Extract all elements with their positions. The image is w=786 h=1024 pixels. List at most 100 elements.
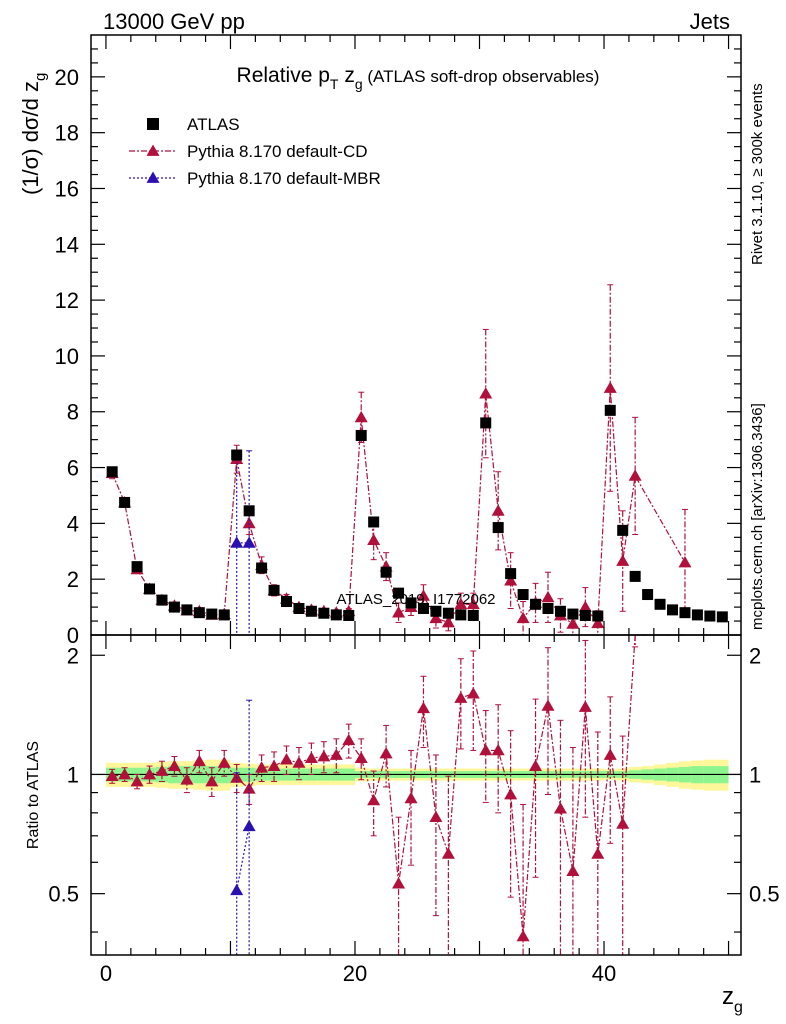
ratio-cd-point	[591, 847, 605, 859]
ratio-cd-point	[516, 929, 530, 942]
atlas-point	[218, 609, 230, 621]
series-cd-point	[429, 611, 443, 624]
ratio-cd-point	[180, 773, 194, 785]
atlas-point	[106, 466, 118, 478]
series-mbr-point	[230, 536, 244, 548]
legend-label: Pythia 8.170 default-CD	[187, 142, 368, 161]
atlas-point	[691, 609, 703, 621]
ratio-cd-point	[529, 759, 543, 771]
ratio-cd-point	[603, 748, 617, 760]
atlas-point	[716, 611, 728, 623]
ratio-cd-point	[118, 767, 132, 780]
ratio-y-tick-label-right: 1	[749, 762, 761, 787]
atlas-point	[256, 562, 268, 574]
atlas-point	[492, 522, 504, 534]
ratio-cd-point	[342, 733, 356, 746]
ratio-cd-point	[541, 699, 555, 711]
ratio-cd-point	[553, 802, 567, 814]
atlas-point	[393, 587, 405, 599]
ratio-cd-point	[279, 753, 293, 765]
legend-label: Pythia 8.170 default-MBR	[187, 169, 381, 188]
atlas-point	[480, 417, 492, 429]
ratio-y-tick-label-right: 2	[749, 643, 761, 668]
atlas-point	[268, 584, 280, 596]
ratio-cd-point	[143, 767, 157, 780]
atlas-point	[542, 602, 554, 614]
atlas-point	[667, 604, 679, 616]
legend-marker-triangle	[146, 171, 160, 183]
atlas-point	[505, 568, 517, 580]
atlas-point	[243, 505, 255, 517]
ratio-cd-point	[454, 691, 468, 703]
series-cd-point	[603, 381, 617, 393]
series-mbr-point	[242, 536, 256, 548]
ratio-cd-point	[392, 877, 406, 889]
series-cd-point	[591, 616, 605, 629]
atlas-point	[642, 589, 654, 601]
ratio-cd-point	[429, 810, 443, 823]
ratio-cd-point	[292, 756, 306, 768]
ratio-cd-point	[267, 759, 281, 771]
ratio-cd-point	[466, 687, 480, 699]
atlas-point	[679, 607, 691, 619]
atlas-point	[417, 602, 429, 614]
watermark: ATLAS_2019_I1772062	[336, 591, 495, 608]
series-cd-point	[566, 617, 580, 629]
atlas-point	[318, 607, 330, 619]
y-axis-label: (1/σ) dσ/d zg	[18, 73, 49, 195]
series-cd-point	[504, 574, 518, 586]
ratio-cd-point	[130, 774, 144, 787]
ratio-cd-point	[367, 793, 381, 806]
atlas-point	[181, 604, 193, 616]
y-tick-label: 8	[67, 400, 79, 425]
atlas-point	[405, 597, 417, 609]
atlas-point	[330, 609, 342, 621]
atlas-point	[442, 607, 454, 619]
series-cd-point	[367, 533, 381, 545]
plot-title: Relative pT zg (ATLAS soft-drop observab…	[237, 64, 600, 92]
atlas-point	[168, 601, 180, 613]
legend-marker-atlas	[147, 118, 159, 130]
ratio-y-tick-label-left: 0.5	[48, 882, 79, 907]
series-cd-point	[479, 387, 493, 399]
series-cd-point	[541, 590, 555, 603]
ratio-cd-point	[317, 750, 331, 762]
atlas-point	[231, 449, 243, 461]
ratio-mbr-point	[230, 883, 244, 896]
header-right: Jets	[690, 9, 730, 34]
ratio-cd-point	[566, 864, 580, 877]
ratio-cd-point	[167, 759, 181, 771]
series-cd-point	[441, 615, 455, 628]
x-label-z: z	[722, 983, 734, 1010]
series-cd-point	[516, 611, 530, 624]
atlas-point	[144, 583, 156, 595]
atlas-point	[517, 589, 529, 601]
title-zg: z	[338, 64, 354, 87]
ratio-mbr-line	[236, 826, 250, 891]
ratio-cd-point	[255, 761, 269, 773]
ratio-cd-point	[329, 748, 343, 760]
atlas-point	[119, 496, 131, 508]
series-cd-point	[491, 504, 505, 516]
atlas-point	[355, 429, 367, 441]
y-tick-label: 6	[67, 456, 79, 481]
ratio-cd-point	[242, 782, 256, 794]
y-tick-label: 18	[55, 121, 79, 146]
title-word-relative: Relative p	[237, 64, 330, 87]
atlas-point	[343, 609, 355, 621]
atlas-point	[131, 561, 143, 573]
header-left: 13000 GeV pp	[103, 9, 245, 34]
atlas-point	[654, 598, 666, 610]
y-label-subscript-g: g	[32, 73, 49, 81]
y-tick-label: 10	[55, 344, 79, 369]
atlas-point	[617, 524, 629, 536]
x-tick-label: 40	[592, 961, 616, 986]
rivet-label: Rivet 3.1.10, ≥ 300k events	[749, 83, 766, 265]
series-cd-point	[616, 554, 630, 566]
ratio-cd-point	[504, 787, 518, 800]
series-cd-point	[392, 606, 406, 618]
atlas-point	[604, 404, 616, 416]
series-cd-point	[466, 597, 480, 610]
ratio-y-tick-label-right: 0.5	[749, 882, 780, 907]
